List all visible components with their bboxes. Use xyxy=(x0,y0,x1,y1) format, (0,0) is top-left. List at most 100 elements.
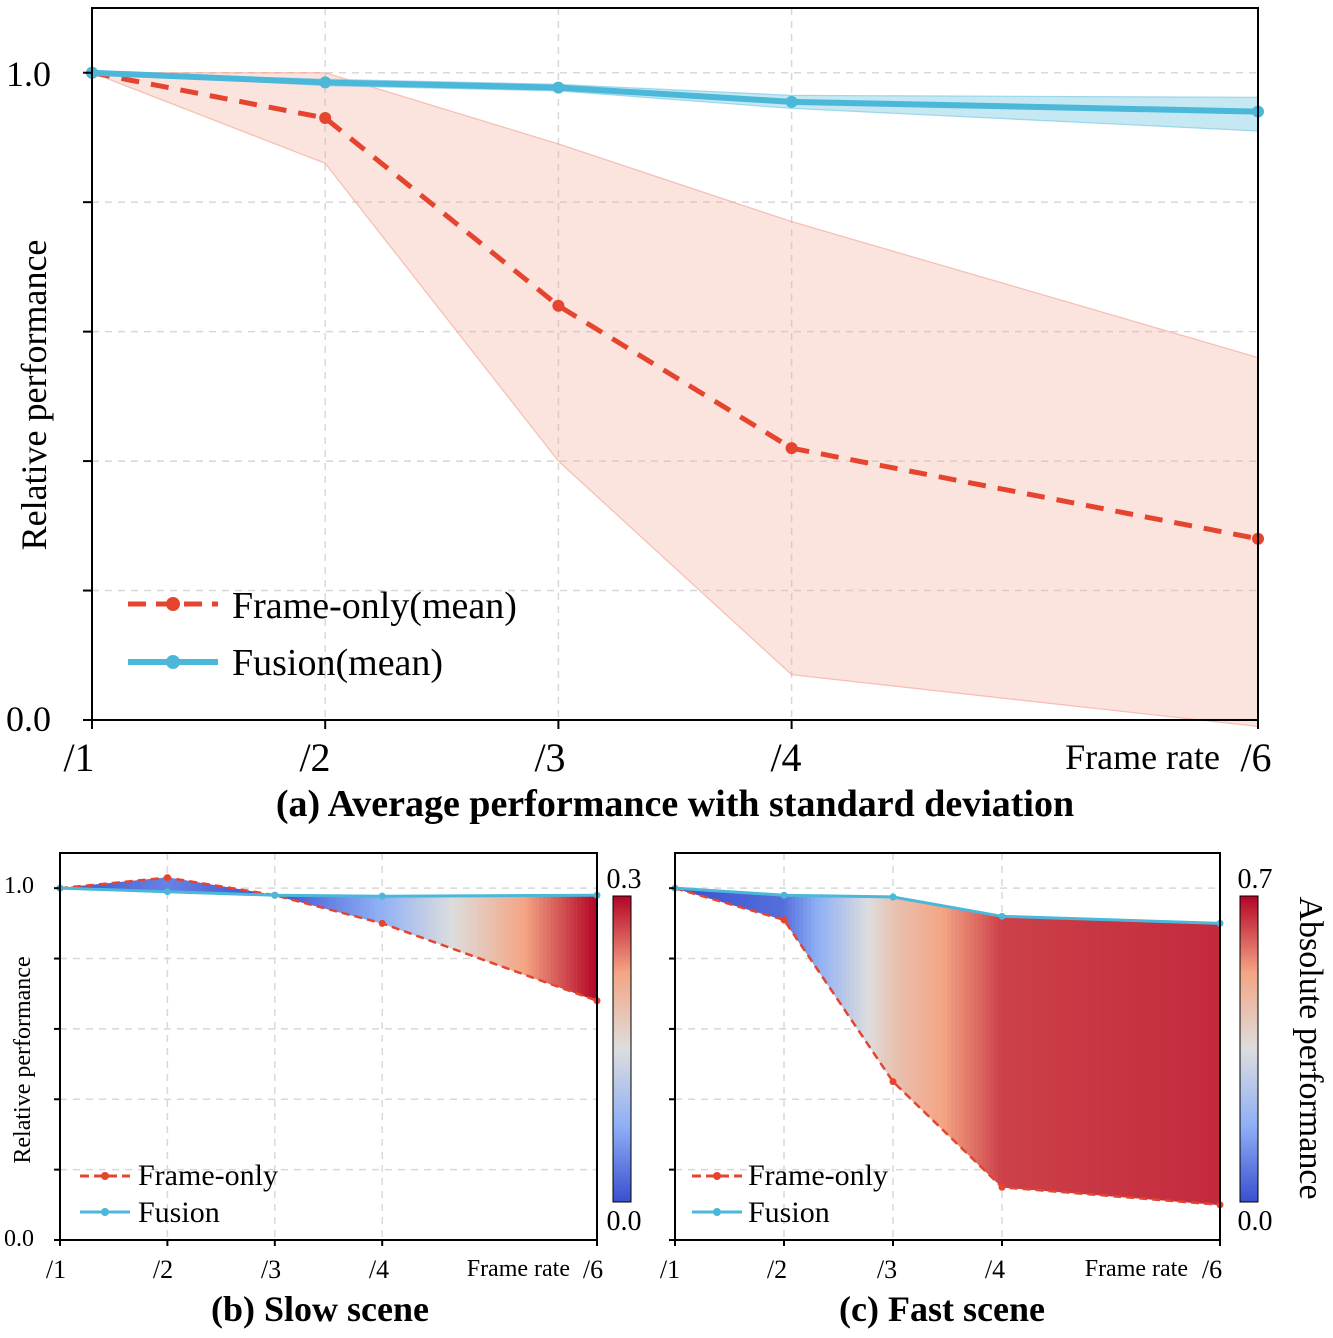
fill-strip xyxy=(577,894,582,996)
fill-strip xyxy=(1005,916,1011,1189)
fill-strip xyxy=(845,895,851,1020)
fill-strip xyxy=(481,895,487,962)
fill-strip xyxy=(744,892,750,911)
fill-strip xyxy=(947,906,952,1139)
point-frame-only xyxy=(378,919,386,927)
point-frame-only xyxy=(998,1183,1006,1191)
fill-strip xyxy=(1169,921,1174,1202)
fill-strip xyxy=(408,895,414,935)
fill-strip xyxy=(159,877,164,892)
fill-strip xyxy=(951,906,956,1143)
fill-strip xyxy=(1110,919,1116,1197)
fill-strip xyxy=(768,893,773,917)
point-frame-only xyxy=(780,916,788,924)
point-fusion xyxy=(271,891,279,899)
fill-strip xyxy=(1157,921,1162,1201)
fill-strip xyxy=(355,895,360,918)
fill-strip xyxy=(779,894,785,921)
chart-b-title: (b) Slow scene xyxy=(211,1289,429,1329)
fill-strip xyxy=(144,879,149,892)
chart-a-grid xyxy=(92,8,1258,721)
chart-a-bands xyxy=(91,72,1259,728)
chart-b-xtick-label: /2 xyxy=(153,1255,173,1284)
fill-strip xyxy=(339,895,345,914)
fill-strip xyxy=(861,896,867,1043)
fill-strip xyxy=(857,896,863,1037)
legend-frame-only-marker xyxy=(101,1172,109,1180)
fill-strip xyxy=(970,910,976,1162)
chart-b-colorbar: 0.3 0.0 xyxy=(607,864,642,1237)
fill-strip xyxy=(756,893,761,914)
fill-strip xyxy=(1040,917,1046,1192)
point-frame-only xyxy=(889,1078,897,1086)
legend-fusion-marker xyxy=(166,655,180,669)
fill-strip xyxy=(1025,916,1030,1190)
chart-c-lines xyxy=(671,884,1224,1209)
fill-strip xyxy=(362,895,368,920)
fill-strip xyxy=(1095,919,1100,1196)
colorbar-label: Absolute performance xyxy=(1292,896,1329,1199)
chart-c-ticks xyxy=(669,887,1221,1246)
chart-b-ytick-label-top: 1.0 xyxy=(4,873,34,899)
chart-a-xtick-label: /6 xyxy=(1240,735,1271,780)
fill-strip xyxy=(1192,922,1197,1204)
chart-a-xtick-label: /4 xyxy=(770,735,801,780)
fill-strip xyxy=(473,895,479,959)
chart-panel-a: 1.0 0.0 /1 /2 /3 /4 /6 Frame rate Relati… xyxy=(6,7,1272,825)
fill-strip xyxy=(775,894,781,920)
fill-strip xyxy=(760,893,765,915)
fill-strip xyxy=(558,895,563,989)
axes-frame xyxy=(91,7,1259,721)
chart-b-ticks xyxy=(54,887,598,1246)
fill-strip xyxy=(581,894,586,998)
fill-strip xyxy=(1137,920,1143,1199)
fill-strip xyxy=(904,898,909,1098)
fill-strip xyxy=(370,895,375,922)
fill-strip xyxy=(908,899,913,1102)
fill-strip xyxy=(1161,921,1166,1201)
fill-strip xyxy=(378,895,383,924)
fill-strip xyxy=(1172,921,1178,1202)
chart-c-xlabel: Frame rate xyxy=(1085,1256,1188,1282)
fill-strip xyxy=(849,895,855,1025)
fill-strip xyxy=(892,896,898,1087)
fill-strip xyxy=(818,895,824,979)
chart-a-ticks xyxy=(83,71,1259,729)
fill-strip xyxy=(1067,918,1073,1194)
fill-strip xyxy=(1126,920,1131,1198)
fill-strip xyxy=(343,895,348,915)
fill-strip xyxy=(1009,916,1014,1189)
colorbar-max-label: 0.7 xyxy=(1238,864,1273,895)
fill-strip xyxy=(993,914,999,1185)
fill-strip xyxy=(140,879,145,892)
chart-b-xtick-label: /4 xyxy=(369,1255,389,1284)
chart-a-axes xyxy=(91,7,1259,721)
fill-strip xyxy=(312,895,318,907)
axes-frame xyxy=(674,852,1221,1241)
chart-b-legend: Frame-only Fusion xyxy=(80,1159,278,1229)
legend-fusion-marker xyxy=(101,1208,109,1216)
chart-c-axes xyxy=(674,852,1221,1241)
fill-strip xyxy=(178,879,184,893)
fill-strip xyxy=(554,895,559,988)
point-fusion xyxy=(785,95,798,108)
fill-strip xyxy=(1017,916,1022,1190)
fill-strip xyxy=(830,895,835,996)
fill-strip xyxy=(1130,920,1135,1199)
point-frame-only xyxy=(319,112,332,125)
fill-strip xyxy=(1079,918,1085,1195)
fill-strip xyxy=(1099,919,1104,1196)
fill-strip xyxy=(1083,918,1088,1195)
fill-strip xyxy=(404,895,410,934)
fill-strip xyxy=(358,895,364,919)
fill-strip xyxy=(923,902,929,1117)
fill-strip xyxy=(562,895,567,991)
fill-strip xyxy=(1196,922,1201,1204)
chart-b-lines xyxy=(56,874,601,1005)
fill-strip xyxy=(873,896,878,1060)
fill-strip xyxy=(740,892,746,909)
legend-frame-only-label: Frame-only xyxy=(748,1159,888,1192)
fill-strip xyxy=(896,897,902,1090)
legend-fusion-label: Fusion xyxy=(138,1196,220,1229)
